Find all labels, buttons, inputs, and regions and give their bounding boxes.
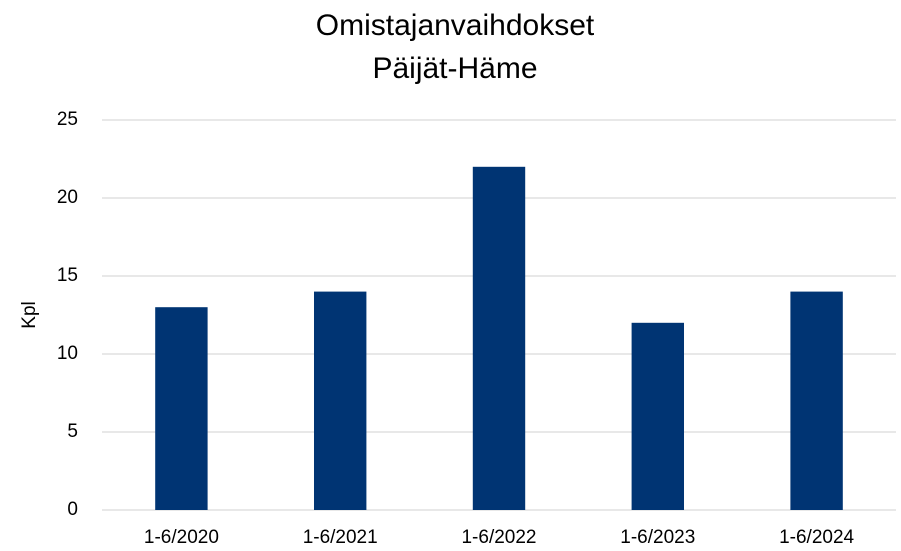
chart-title: Omistajanvaihdokset — [316, 9, 595, 42]
x-tick-label: 1-6/2024 — [779, 527, 854, 548]
y-tick-label: 5 — [67, 421, 78, 442]
y-tick-label: 0 — [67, 499, 78, 520]
bar — [472, 166, 526, 511]
y-tick-label: 25 — [57, 109, 78, 130]
x-tick-label: 1-6/2022 — [461, 527, 536, 548]
y-axis-label: Kpl — [19, 301, 40, 328]
x-tick-label: 1-6/2020 — [144, 527, 219, 548]
bar — [313, 291, 367, 510]
y-tick-label: 10 — [57, 343, 78, 364]
bar — [790, 291, 843, 510]
bar — [631, 322, 685, 510]
x-tick-label: 1-6/2021 — [303, 527, 378, 548]
x-tick-label: 1-6/2023 — [620, 527, 695, 548]
chart-subtitle: Päijät-Häme — [372, 52, 537, 85]
y-tick-label: 15 — [57, 265, 78, 286]
bar — [155, 307, 208, 510]
y-tick-label: 20 — [57, 187, 78, 208]
